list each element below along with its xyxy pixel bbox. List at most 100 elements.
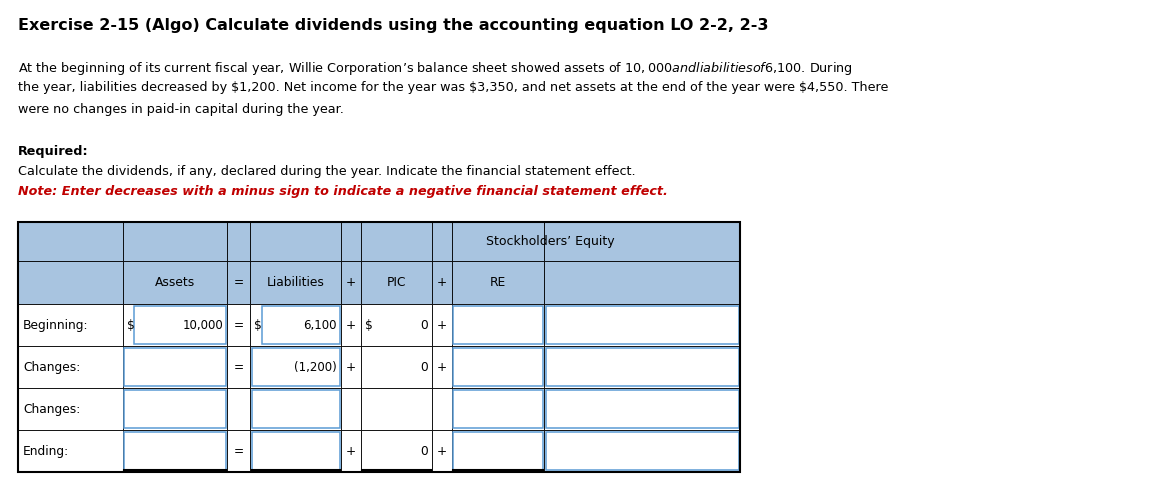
Bar — [261, 306, 339, 344]
Text: =: = — [234, 361, 244, 374]
Bar — [432, 222, 452, 261]
Text: Liabilities: Liabilities — [266, 276, 325, 289]
Text: Note: Enter decreases with a minus sign to indicate a negative financial stateme: Note: Enter decreases with a minus sign … — [19, 185, 668, 198]
Text: +: + — [436, 361, 447, 374]
Bar — [432, 304, 452, 346]
Bar — [361, 261, 432, 304]
Bar — [19, 388, 123, 430]
Text: Ending:: Ending: — [23, 444, 69, 458]
Bar — [454, 432, 543, 470]
Text: =: = — [234, 319, 244, 332]
Bar — [123, 261, 228, 304]
Bar — [546, 432, 739, 470]
Bar — [250, 430, 340, 472]
Bar — [452, 388, 544, 430]
Bar — [544, 222, 740, 261]
Bar — [454, 390, 543, 428]
Bar — [432, 430, 452, 472]
Bar — [544, 304, 740, 346]
Bar — [123, 304, 228, 346]
Bar — [361, 304, 432, 346]
Text: 0: 0 — [420, 319, 428, 332]
Text: RE: RE — [491, 276, 507, 289]
Bar — [123, 430, 228, 472]
Text: +: + — [346, 319, 356, 332]
Bar — [19, 304, 123, 346]
Bar — [228, 304, 250, 346]
Bar — [124, 348, 226, 386]
Bar — [340, 304, 361, 346]
Bar — [432, 261, 452, 304]
Bar — [361, 222, 432, 261]
Bar — [361, 346, 432, 388]
Text: +: + — [436, 276, 447, 289]
Text: +: + — [436, 319, 447, 332]
Text: were no changes in paid-in capital during the year.: were no changes in paid-in capital durin… — [19, 103, 344, 116]
Bar — [361, 388, 432, 430]
Bar — [452, 222, 544, 261]
Bar — [19, 430, 123, 472]
Bar — [340, 222, 361, 261]
Text: Changes:: Changes: — [23, 403, 80, 416]
Text: =: = — [234, 276, 244, 289]
Text: Assets: Assets — [155, 276, 196, 289]
Text: $: $ — [255, 319, 263, 332]
Bar — [228, 388, 250, 430]
Text: +: + — [346, 361, 356, 374]
Bar — [228, 261, 250, 304]
Text: Changes:: Changes: — [23, 361, 80, 374]
Bar — [252, 390, 339, 428]
Text: the year, liabilities decreased by $1,200. Net income for the year was $3,350, a: the year, liabilities decreased by $1,20… — [19, 81, 889, 95]
Bar — [228, 222, 250, 261]
Text: 0: 0 — [420, 444, 428, 458]
Text: =: = — [234, 444, 244, 458]
Text: +: + — [346, 276, 356, 289]
Bar — [546, 390, 739, 428]
Bar — [252, 348, 339, 386]
Bar — [250, 261, 340, 304]
Bar — [123, 346, 228, 388]
Bar — [544, 430, 740, 472]
Text: Exercise 2-15 (Algo) Calculate dividends using the accounting equation LO 2-2, 2: Exercise 2-15 (Algo) Calculate dividends… — [19, 18, 768, 33]
Bar — [250, 346, 340, 388]
Bar — [123, 388, 228, 430]
Bar — [19, 222, 740, 472]
Text: $: $ — [126, 319, 134, 332]
Bar — [250, 222, 340, 261]
Bar — [544, 346, 740, 388]
Bar — [340, 388, 361, 430]
Bar — [361, 430, 432, 472]
Bar — [134, 306, 226, 344]
Bar — [432, 388, 452, 430]
Bar — [452, 304, 544, 346]
Bar — [340, 430, 361, 472]
Text: +: + — [436, 444, 447, 458]
Bar — [546, 348, 739, 386]
Bar — [19, 261, 123, 304]
Bar — [452, 430, 544, 472]
Text: PIC: PIC — [386, 276, 406, 289]
Text: 6,100: 6,100 — [303, 319, 337, 332]
Text: (1,200): (1,200) — [294, 361, 337, 374]
Bar — [250, 388, 340, 430]
Bar — [250, 304, 340, 346]
Bar — [432, 346, 452, 388]
Bar — [544, 261, 740, 304]
Bar — [124, 432, 226, 470]
Bar — [228, 346, 250, 388]
Bar — [452, 346, 544, 388]
Bar — [19, 222, 123, 261]
Text: Calculate the dividends, if any, declared during the year. Indicate the financia: Calculate the dividends, if any, declare… — [19, 165, 635, 178]
Text: +: + — [346, 444, 356, 458]
Bar — [454, 306, 543, 344]
Text: 10,000: 10,000 — [183, 319, 223, 332]
Bar — [228, 430, 250, 472]
Bar — [452, 261, 544, 304]
Bar — [19, 346, 123, 388]
Bar — [544, 388, 740, 430]
Text: Stockholders’ Equity: Stockholders’ Equity — [486, 235, 614, 248]
Bar — [454, 348, 543, 386]
Text: Required:: Required: — [19, 145, 89, 158]
Bar — [123, 222, 228, 261]
Bar — [340, 261, 361, 304]
